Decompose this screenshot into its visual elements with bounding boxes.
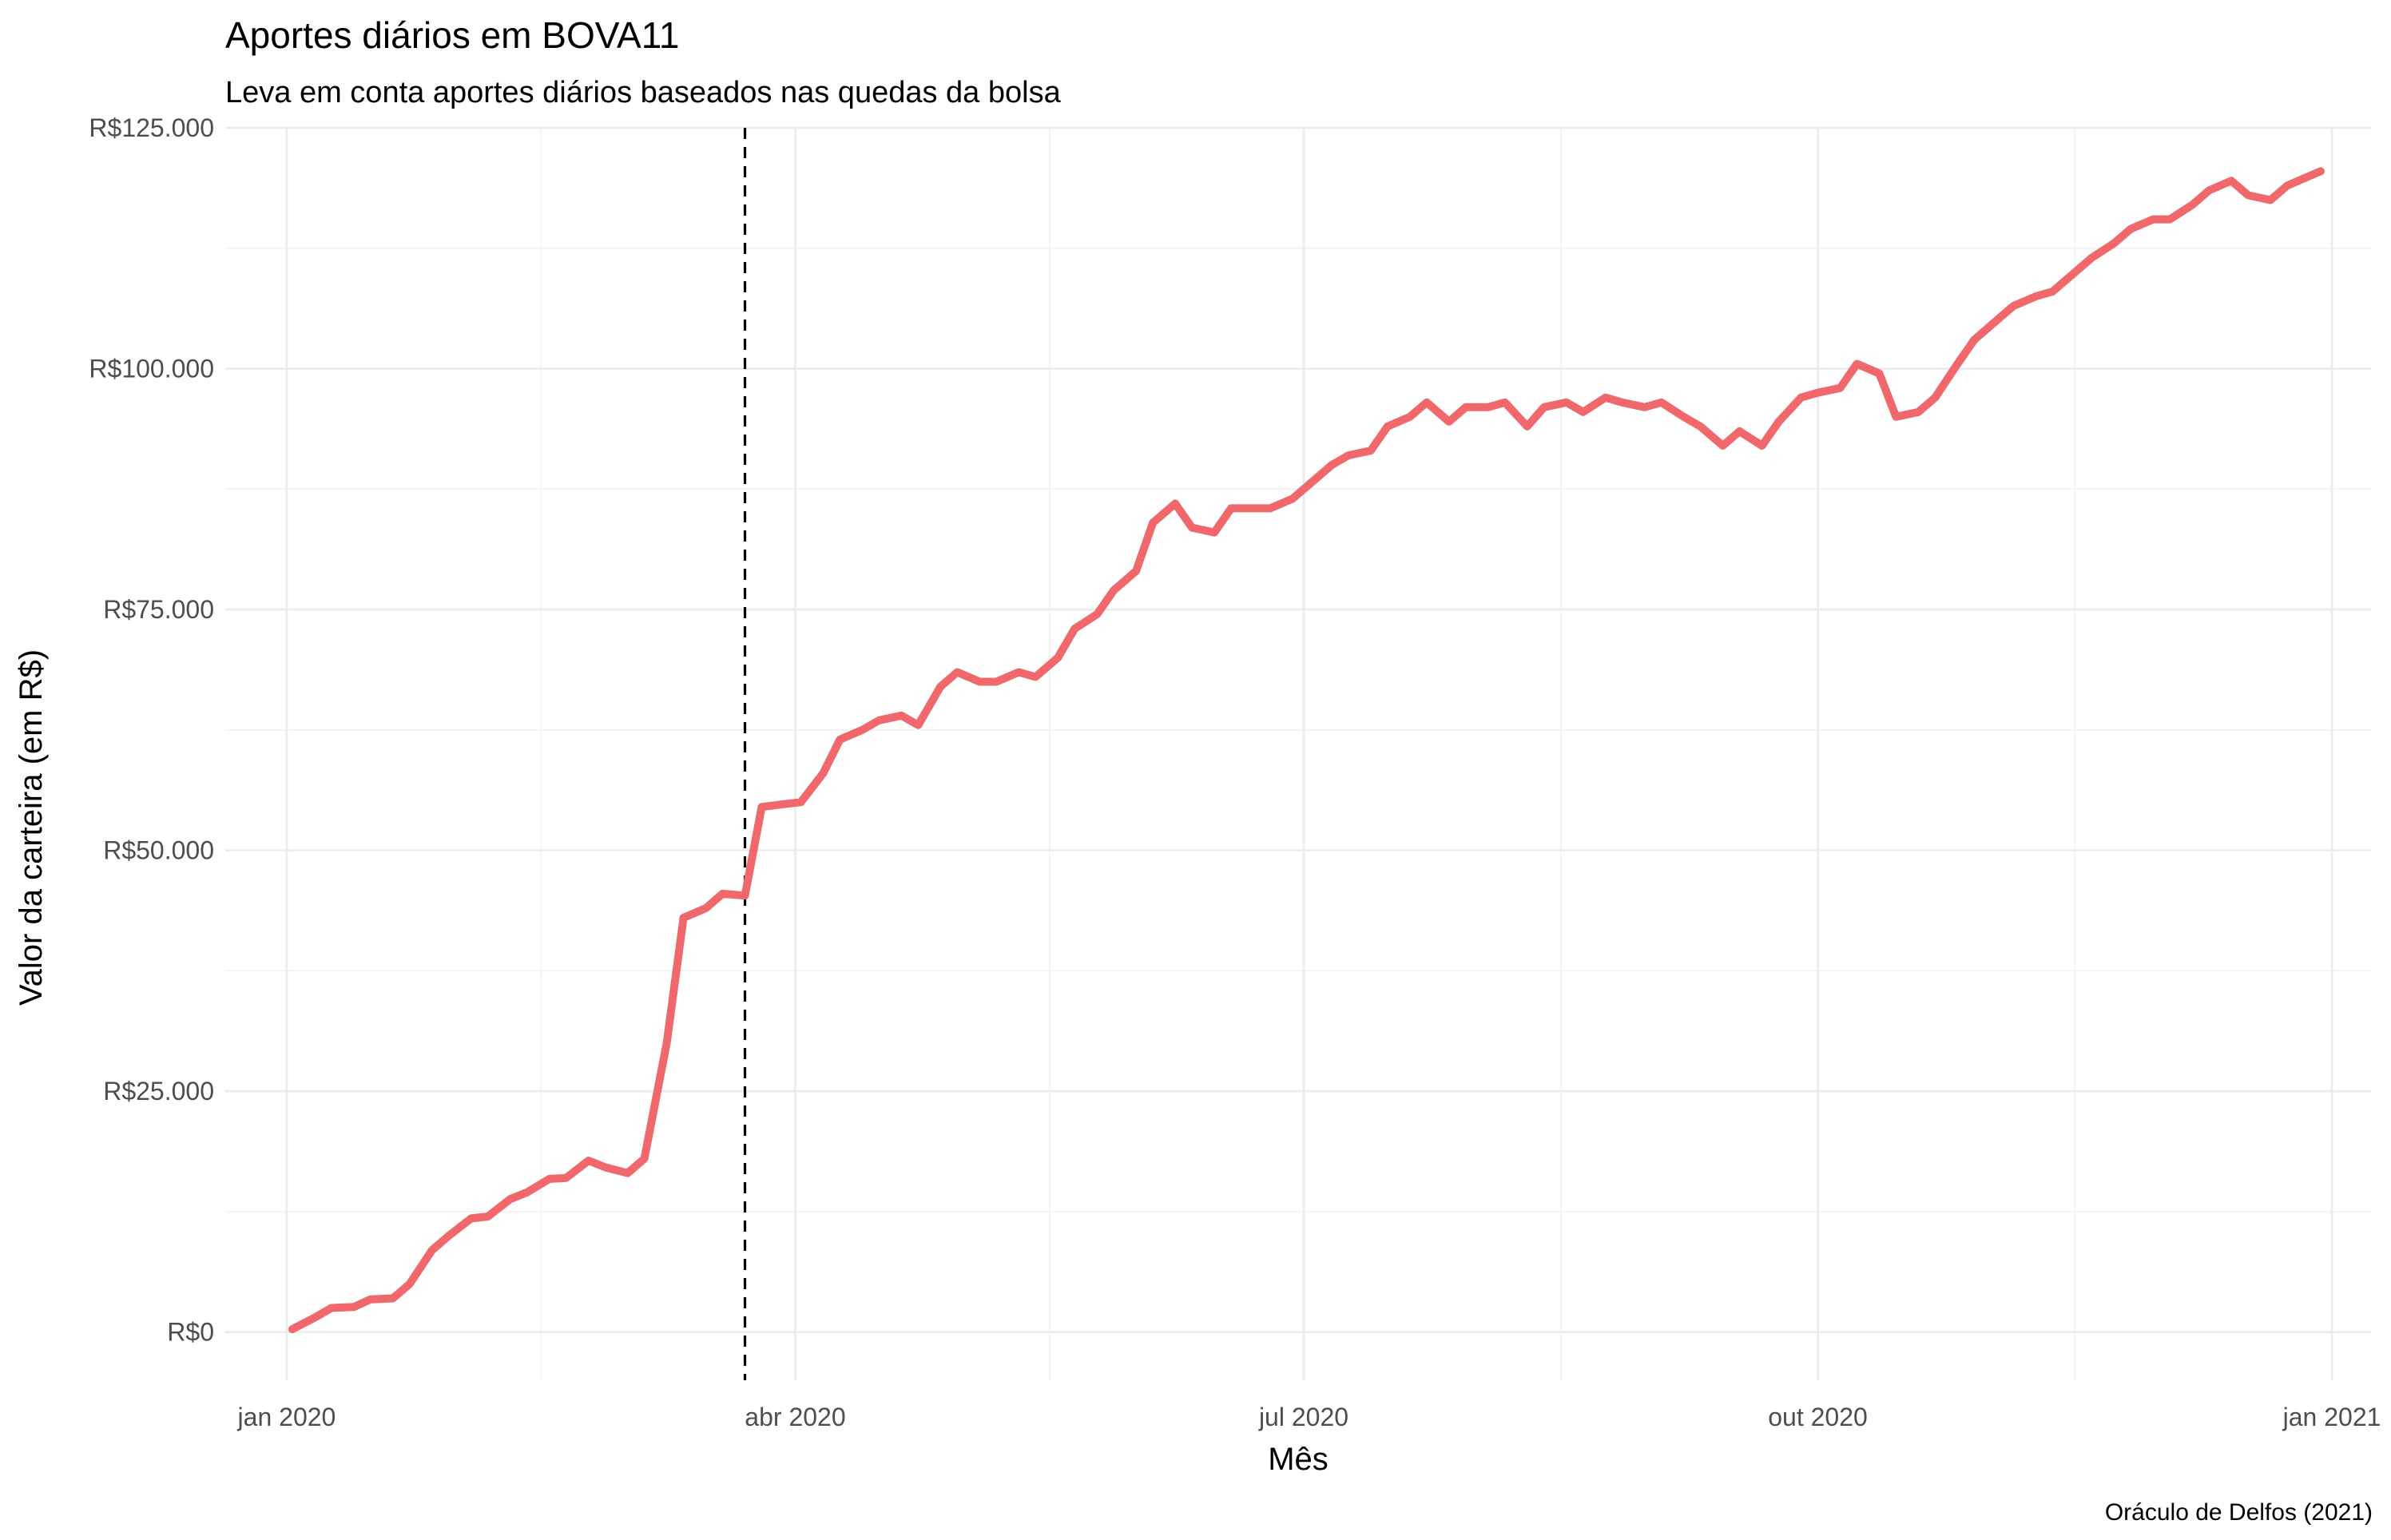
minor-gridlines [225, 128, 2371, 1380]
chart-title: Aportes diários em BOVA11 [225, 14, 679, 56]
y-axis-title: Valor da carteira (em R$) [14, 649, 49, 1006]
x-tick-label: jan 2021 [2282, 1403, 2381, 1431]
major-gridlines [225, 126, 2371, 1380]
x-tick-label: abr 2020 [745, 1403, 845, 1431]
x-axis-ticks: jan 2020 abr 2020 jul 2020 out 2020 jan 2021 [237, 1403, 2381, 1431]
chart-subtitle: Leva em conta aportes diários baseados n… [225, 76, 1062, 109]
x-tick-label: jul 2020 [1258, 1403, 1348, 1431]
y-tick-label: R$100.000 [89, 355, 214, 383]
y-tick-label: R$25.000 [103, 1077, 214, 1105]
y-axis-ticks: R$0 R$25.000 R$50.000 R$75.000 R$100.000 R$12… [89, 113, 214, 1347]
x-tick-label: out 2020 [1768, 1403, 1868, 1431]
series-line-portfolio-value [288, 167, 2325, 1334]
x-tick-label: jan 2020 [237, 1403, 336, 1431]
y-tick-label: R$125.000 [89, 113, 214, 142]
x-axis-title: Mês [1268, 1442, 1329, 1477]
y-tick-label: R$0 [167, 1318, 214, 1347]
y-tick-label: R$50.000 [103, 836, 214, 865]
chart-caption: Oráculo de Delfos (2021) [2105, 1499, 2373, 1526]
y-tick-label: R$75.000 [103, 595, 214, 624]
